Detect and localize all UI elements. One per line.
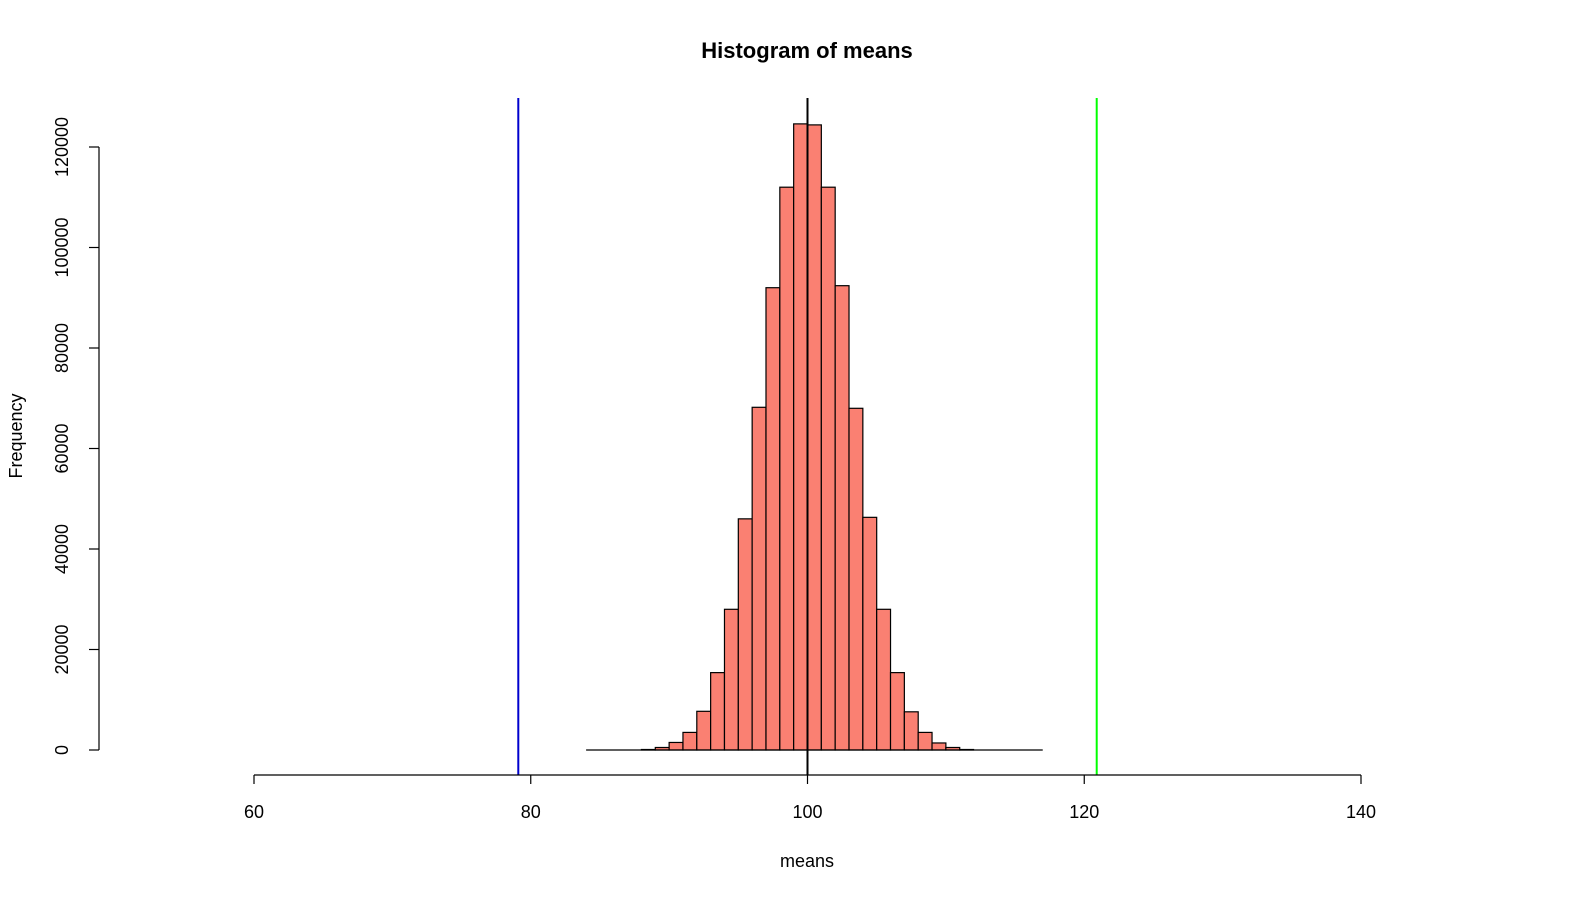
x-tick-label: 60 [244, 802, 264, 822]
histogram-bar [723, 608, 739, 751]
histogram-bar [889, 672, 905, 751]
histogram-bar [779, 186, 795, 751]
histogram-bar [682, 731, 698, 751]
y-tick-label: 80000 [52, 323, 72, 373]
y-tick-label: 40000 [52, 524, 72, 574]
chart-title: Histogram of means [701, 38, 913, 63]
y-tick-label: 100000 [52, 217, 72, 277]
histogram-bar [737, 518, 753, 751]
x-axis: 60 80 100 120 140 [244, 774, 1376, 822]
x-tick-label: 140 [1346, 802, 1376, 822]
histogram-bar [848, 407, 864, 751]
y-tick-label: 60000 [52, 423, 72, 473]
histogram-bar [834, 285, 850, 751]
histogram-bar [765, 287, 781, 751]
x-axis-label: means [780, 851, 834, 871]
y-tick-label: 0 [52, 745, 72, 755]
histogram-bar [696, 710, 712, 751]
reference-lines-layer [517, 98, 1098, 775]
histogram-bar [751, 406, 767, 751]
y-tick-label: 20000 [52, 624, 72, 674]
histogram-bar [806, 124, 822, 751]
histogram-bar [876, 608, 892, 751]
x-tick-label: 80 [521, 802, 541, 822]
histogram-bar [931, 742, 947, 751]
y-axis: 0 20000 40000 60000 80000 100000 120000 [52, 117, 100, 755]
histogram-bar [820, 186, 836, 751]
histogram-bar [862, 516, 878, 751]
y-axis-label: Frequency [6, 393, 26, 478]
y-tick-label: 120000 [52, 117, 72, 177]
histogram-bar [917, 731, 933, 751]
histogram-bar [710, 672, 726, 751]
histogram-bar [903, 711, 919, 751]
histogram-bar [793, 123, 809, 751]
x-tick-label: 100 [792, 802, 822, 822]
x-tick-label: 120 [1069, 802, 1099, 822]
histogram-bar [668, 741, 684, 751]
